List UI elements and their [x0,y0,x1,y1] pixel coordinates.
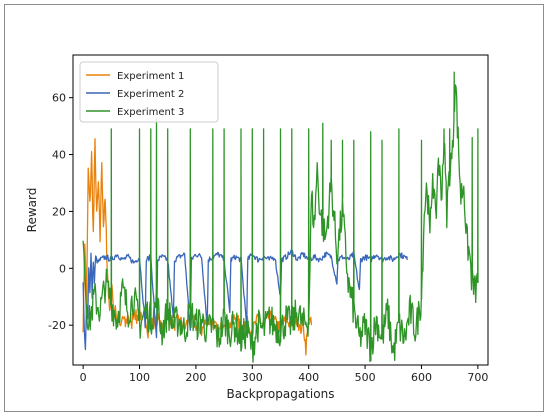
y-axis: -20 0 20 40 60 [48,92,73,332]
x-tick-label: 300 [242,371,263,384]
y-tick-label: 40 [52,149,66,162]
x-tick-label: 600 [411,371,432,384]
x-axis: 0 100 200 300 400 500 600 700 [80,365,488,384]
x-tick-label: 500 [355,371,376,384]
series-layer [82,71,479,363]
legend-entries: Experiment 1 Experiment 2 Experiment 3 [86,71,184,118]
x-tick-label: 0 [80,371,87,384]
x-tick-label: 400 [298,371,319,384]
x-tick-label: 100 [129,371,150,384]
legend-label: Experiment 2 [117,89,184,100]
x-axis-label: Backpropagations [227,387,335,401]
x-tick-label: 200 [185,371,206,384]
legend-label: Experiment 3 [117,107,184,118]
series-line-3 [82,71,479,363]
y-tick-label: -20 [48,319,66,332]
y-tick-label: 60 [52,92,66,105]
x-tick-label: 700 [467,371,488,384]
plot-area [72,54,489,366]
series-line-2 [82,249,409,351]
legend-label: Experiment 1 [117,71,184,82]
y-axis-label: Reward [25,188,39,233]
legend-box [79,61,219,123]
figure-frame [4,4,544,412]
y-tick-label: 20 [52,205,66,218]
legend: Experiment 1 Experiment 2 Experiment 3 [79,61,219,123]
y-tick-label: 0 [59,262,66,275]
